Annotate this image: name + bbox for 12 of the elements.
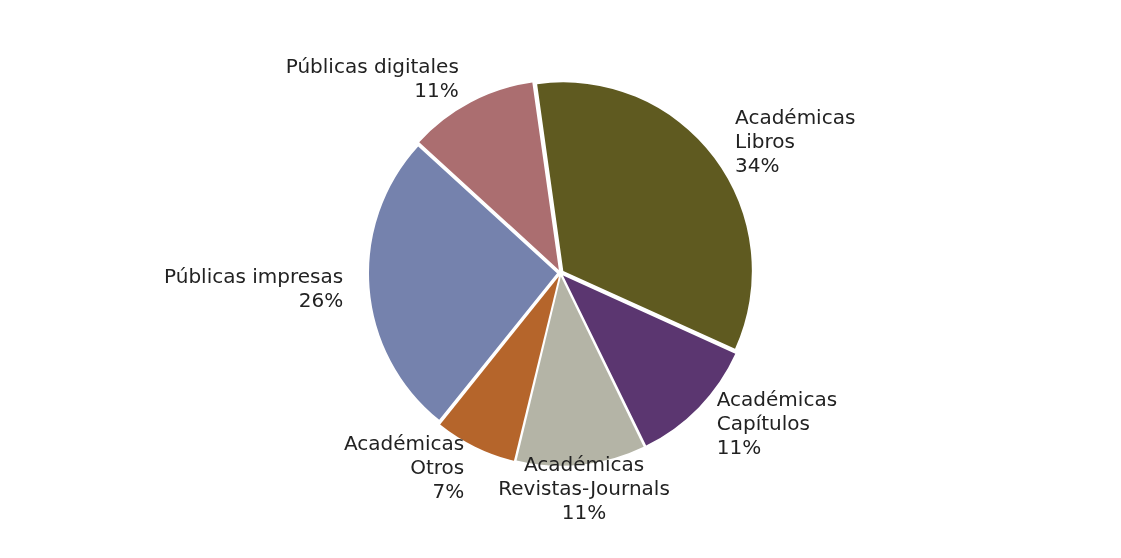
slice-label: Académicas Capítulos [716,387,838,436]
data-label: 11% [716,435,762,460]
data-label: 34% [735,152,780,177]
slice-label: Públicas impresas [164,263,344,288]
data-label: 26% [298,287,344,312]
slice-label: Públicas digitales [285,54,459,79]
slice-label: Académicas Revistas-Journals [498,451,670,500]
slice-label: Académicas Libros [735,104,856,153]
data-label: 11% [414,78,459,103]
data-label: 7% [432,478,465,503]
slice-label: Académicas Otros [343,430,465,479]
data-label: 11% [561,499,607,524]
